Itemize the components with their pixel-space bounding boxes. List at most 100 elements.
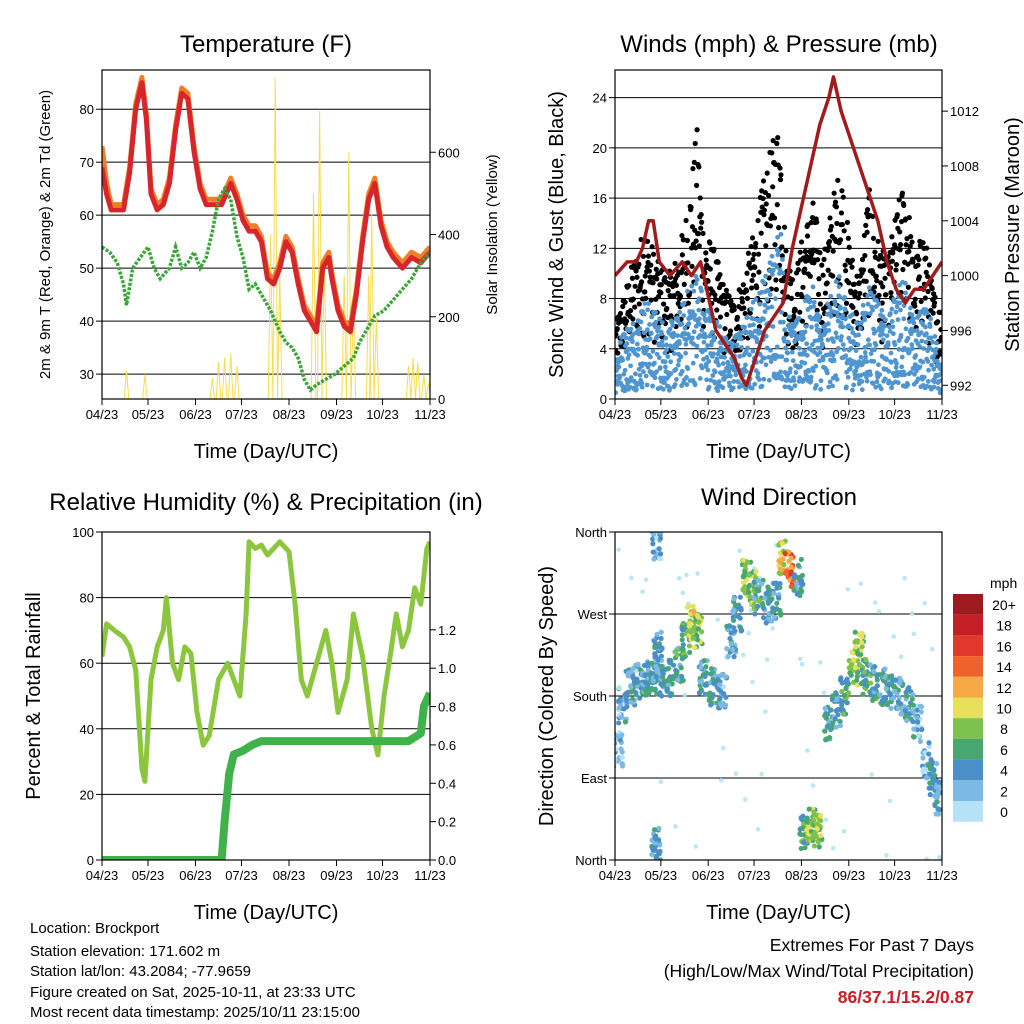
gust-point: [626, 283, 632, 289]
direction-point: [897, 680, 903, 686]
gust-point: [864, 229, 870, 235]
direction-point: [751, 579, 757, 585]
y-tick-label: North: [575, 525, 607, 540]
wind-point: [874, 298, 879, 303]
wind-point: [670, 322, 676, 328]
gust-point: [679, 232, 685, 239]
gust-point: [764, 170, 770, 176]
gust-point: [787, 281, 794, 287]
direction-point: [774, 600, 780, 606]
direction-point: [920, 768, 926, 774]
direction-point: [657, 857, 664, 860]
wind-point: [654, 351, 660, 357]
wind-point: [853, 368, 859, 374]
wind-point: [898, 307, 903, 313]
wind-point: [807, 299, 813, 305]
wind-point: [644, 344, 650, 350]
direction-point: [882, 666, 888, 672]
wind-point: [833, 279, 839, 285]
gust-point: [770, 184, 776, 190]
wind-point: [720, 347, 725, 353]
wind-point: [659, 338, 665, 344]
wind-point: [914, 328, 920, 333]
gust-point: [794, 291, 801, 297]
y-right-axis-label: Solar Insolation (Yellow): [484, 154, 501, 314]
gust-point: [910, 259, 916, 265]
wind-point: [917, 344, 923, 349]
direction-point: [898, 654, 904, 660]
wind-point: [716, 379, 722, 385]
wind-point: [802, 348, 807, 354]
wind-point: [910, 316, 916, 322]
direction-point: [840, 711, 846, 717]
direction-point: [839, 702, 845, 708]
direction-point: [895, 706, 901, 712]
direction-point: [781, 562, 787, 568]
wind-point: [886, 368, 892, 374]
wind-point: [750, 348, 756, 354]
wind-point: [879, 320, 884, 326]
direction-point: [800, 839, 807, 846]
plot-frame: [101, 69, 431, 400]
direction-point: [910, 691, 916, 698]
wind-point: [928, 335, 934, 341]
gust-point: [795, 267, 801, 273]
wind-point: [678, 354, 684, 360]
wind-point: [843, 384, 849, 390]
gust-point: [925, 288, 931, 295]
direction-point: [833, 724, 839, 730]
wind-point: [621, 371, 627, 377]
wind-point: [703, 334, 708, 340]
legend-label: 6: [1000, 742, 1008, 758]
direction-point: [653, 535, 660, 541]
gust-point: [797, 249, 803, 255]
wind-point: [674, 344, 680, 350]
wind-point: [686, 321, 692, 326]
direction-point: [833, 691, 839, 697]
direction-point: [827, 707, 834, 713]
direction-point: [720, 745, 726, 751]
wind-point: [809, 324, 814, 330]
wind-point: [712, 369, 718, 375]
wind-point: [859, 379, 865, 384]
wind-point: [703, 318, 709, 324]
wind-point: [737, 353, 743, 359]
legend-label: 18: [996, 618, 1012, 634]
direction-point: [679, 673, 685, 680]
direction-point: [776, 558, 782, 564]
direction-point: [887, 674, 893, 680]
gust-point: [632, 283, 638, 289]
direction-point: [762, 595, 768, 601]
wind-point: [704, 377, 710, 383]
wind-point: [699, 365, 705, 371]
wind-point: [889, 306, 895, 312]
gust-point: [648, 297, 654, 303]
gust-point: [903, 242, 909, 248]
direction-point: [926, 744, 932, 750]
gust-point: [775, 135, 781, 141]
gust-point: [804, 253, 810, 260]
wind-point: [722, 369, 727, 375]
direction-point: [910, 719, 916, 725]
wind-point: [858, 354, 864, 360]
y-tick-label: 50: [80, 261, 94, 276]
direction-point: [771, 580, 777, 587]
wind-point: [685, 366, 691, 372]
direction-point: [847, 670, 853, 676]
gust-point: [918, 298, 924, 305]
direction-point: [616, 685, 622, 691]
wind-point: [628, 326, 634, 332]
direction-point: [656, 546, 662, 552]
wind-point: [618, 340, 623, 345]
gust-point: [899, 190, 906, 196]
direction-point: [927, 792, 933, 798]
plot-area: [615, 75, 942, 396]
wind-point: [931, 354, 936, 359]
wind-point: [835, 313, 841, 319]
direction-point: [676, 575, 682, 581]
gust-point: [724, 311, 730, 318]
wind-point: [873, 384, 879, 390]
y-tick-label: North: [575, 853, 607, 868]
wind-point: [883, 317, 888, 323]
wind-point: [628, 375, 634, 381]
